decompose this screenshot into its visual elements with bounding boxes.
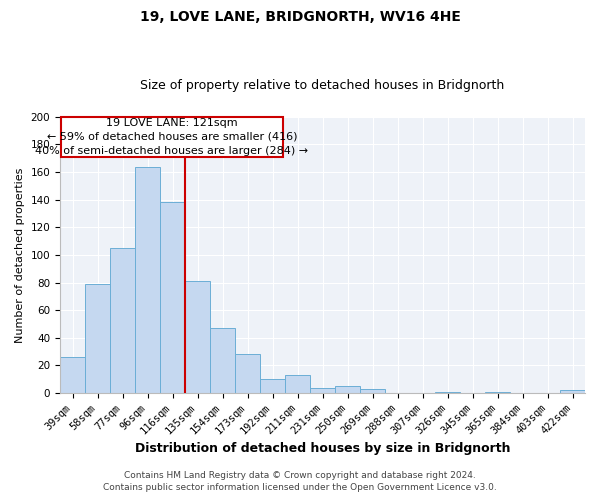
- X-axis label: Distribution of detached houses by size in Bridgnorth: Distribution of detached houses by size …: [135, 442, 510, 455]
- Bar: [260, 380, 285, 393]
- Bar: [360, 389, 385, 393]
- Title: Size of property relative to detached houses in Bridgnorth: Size of property relative to detached ho…: [140, 79, 505, 92]
- Bar: [285, 375, 310, 393]
- Bar: [485, 392, 510, 393]
- Y-axis label: Number of detached properties: Number of detached properties: [15, 168, 25, 342]
- Bar: [435, 392, 460, 393]
- Bar: [110, 248, 135, 393]
- Bar: [560, 390, 585, 393]
- Bar: [335, 386, 360, 393]
- Bar: [135, 166, 160, 393]
- Bar: [61, 117, 283, 157]
- Bar: [235, 354, 260, 393]
- Bar: [185, 281, 210, 393]
- Bar: [310, 388, 335, 393]
- Bar: [60, 357, 85, 393]
- Text: 19, LOVE LANE, BRIDGNORTH, WV16 4HE: 19, LOVE LANE, BRIDGNORTH, WV16 4HE: [140, 10, 460, 24]
- Text: 19 LOVE LANE: 121sqm
← 59% of detached houses are smaller (416)
40% of semi-deta: 19 LOVE LANE: 121sqm ← 59% of detached h…: [35, 118, 308, 156]
- Text: Contains HM Land Registry data © Crown copyright and database right 2024.
Contai: Contains HM Land Registry data © Crown c…: [103, 471, 497, 492]
- Bar: [85, 284, 110, 393]
- Bar: [210, 328, 235, 393]
- Bar: [160, 202, 185, 393]
